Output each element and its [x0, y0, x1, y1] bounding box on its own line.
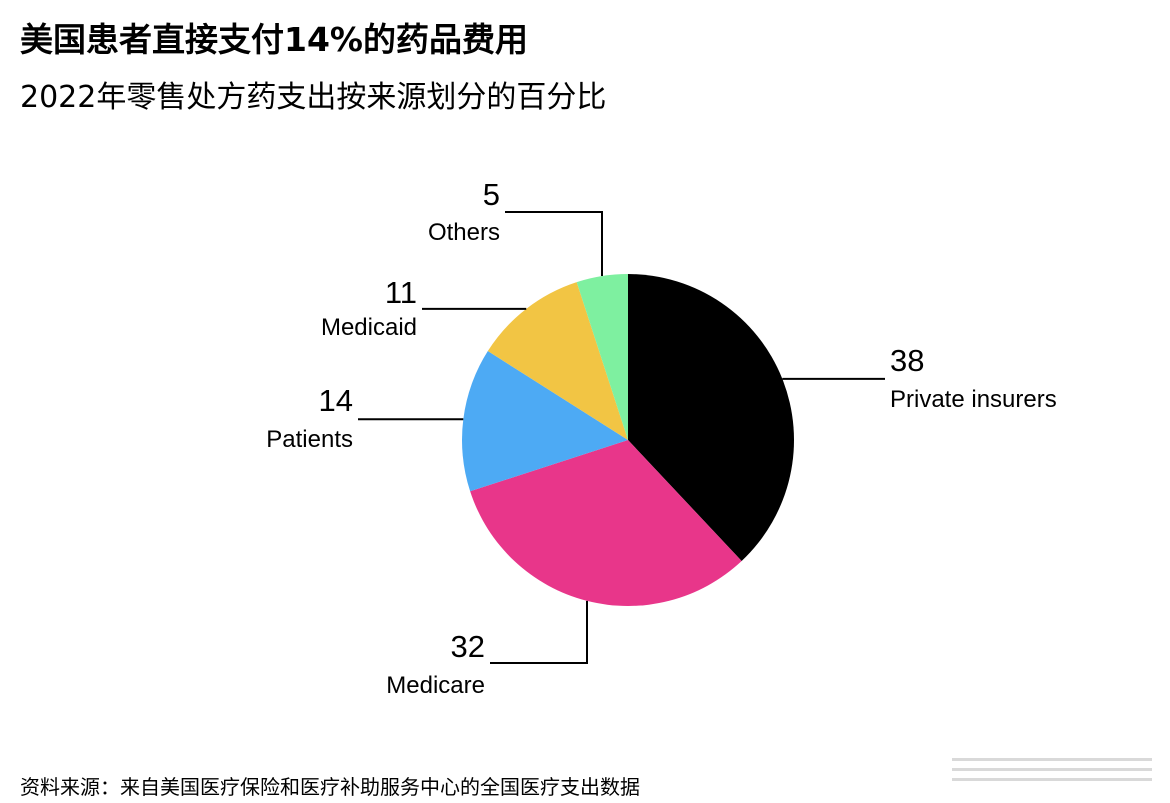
- data-label-private-insurers: 38: [890, 343, 924, 378]
- pie-slice-private-insurers: [628, 274, 794, 562]
- category-label-medicare: Medicare: [386, 672, 485, 699]
- pie-slice-patients: [461, 351, 628, 492]
- decorative-bar: [952, 768, 1152, 771]
- data-label-medicare: 32: [451, 629, 485, 664]
- watermark-decoration: [952, 750, 1152, 790]
- pie-slice-medicare: [470, 440, 742, 606]
- pie-slice-others: [576, 274, 628, 440]
- data-label-patients: 14: [319, 383, 353, 418]
- leader-line-others: [505, 211, 603, 277]
- leader-line-medicare: [490, 600, 588, 664]
- chart-subtitle: 2022年零售处方药支出按来源划分的百分比: [20, 80, 607, 115]
- category-label-patients: Patients: [266, 426, 353, 453]
- category-label-private-insurers: Private insurers: [890, 386, 1057, 413]
- decorative-bar: [952, 758, 1152, 761]
- category-label-others: Others: [428, 219, 500, 246]
- pie-slice-medicaid: [487, 282, 628, 440]
- chart-title: 美国患者直接支付14%的药品费用: [20, 20, 528, 59]
- category-label-medicaid: Medicaid: [321, 314, 417, 341]
- decorative-bar: [952, 778, 1152, 781]
- chart-source: 资料来源：来自美国医疗保险和医疗补助服务中心的全国医疗支出数据: [20, 775, 640, 799]
- data-label-others: 5: [483, 177, 500, 212]
- data-label-medicaid: 11: [385, 275, 417, 310]
